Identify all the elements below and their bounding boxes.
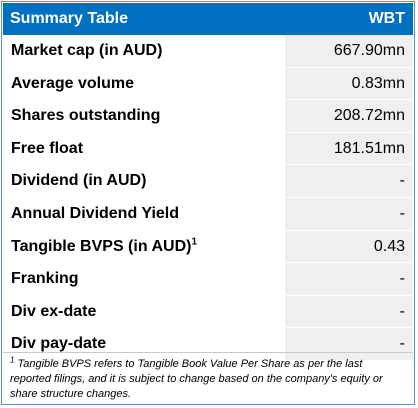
summary-table-body: Market cap (in AUD) 667.90mn Average vol… [3,35,413,361]
row-value: - [285,328,413,360]
footnote-text: Tangible BVPS refers to Tangible Book Va… [10,358,383,400]
row-label: Market cap (in AUD) [3,35,285,67]
table-row-shares-outstanding: Shares outstanding 208.72mn [3,100,413,133]
row-value: 0.83mn [285,67,413,100]
row-value: - [285,263,413,295]
footnote: 1 Tangible BVPS refers to Tangible Book … [3,352,413,402]
row-value: - [285,197,413,230]
table-row-free-float: Free float 181.51mn [3,132,413,166]
row-label: Shares outstanding [3,100,285,132]
table-row-dividend: Dividend (in AUD) - [3,165,413,198]
row-label: Tangible BVPS (in AUD)1 [3,230,285,263]
row-label: Annual Dividend Yield [3,197,285,230]
row-label: Div pay-date [3,328,285,360]
table-row-average-volume: Average volume 0.83mn [3,67,413,101]
summary-table-header: Summary Table WBT [3,3,413,35]
row-label: Div ex-date [3,295,285,328]
row-value: 181.51mn [285,132,413,165]
summary-table-title: Summary Table [10,10,128,27]
row-label: Average volume [3,67,285,100]
row-value: - [285,165,413,197]
table-row-div-ex-date: Div ex-date - [3,295,413,329]
table-row-franking: Franking - [3,263,413,296]
row-label: Free float [3,132,285,165]
table-row-div-pay-date: Div pay-date - [3,328,413,361]
ticker-symbol: WBT [368,10,405,27]
row-label: Dividend (in AUD) [3,165,285,197]
footnote-number: 1 [10,355,15,365]
table-row-annual-dividend-yield: Annual Dividend Yield - [3,197,413,231]
row-value: 0.43 [285,230,413,263]
row-value: 208.72mn [285,100,413,132]
footnote-marker: 1 [191,236,198,248]
row-label: Franking [3,263,285,295]
row-value: 667.90mn [285,35,413,67]
table-row-market-cap: Market cap (in AUD) 667.90mn [3,35,413,68]
row-value: - [285,295,413,328]
table-row-tangible-bvps: Tangible BVPS (in AUD)1 0.43 [3,230,413,264]
row-label-text: Tangible BVPS (in AUD) [11,237,192,255]
